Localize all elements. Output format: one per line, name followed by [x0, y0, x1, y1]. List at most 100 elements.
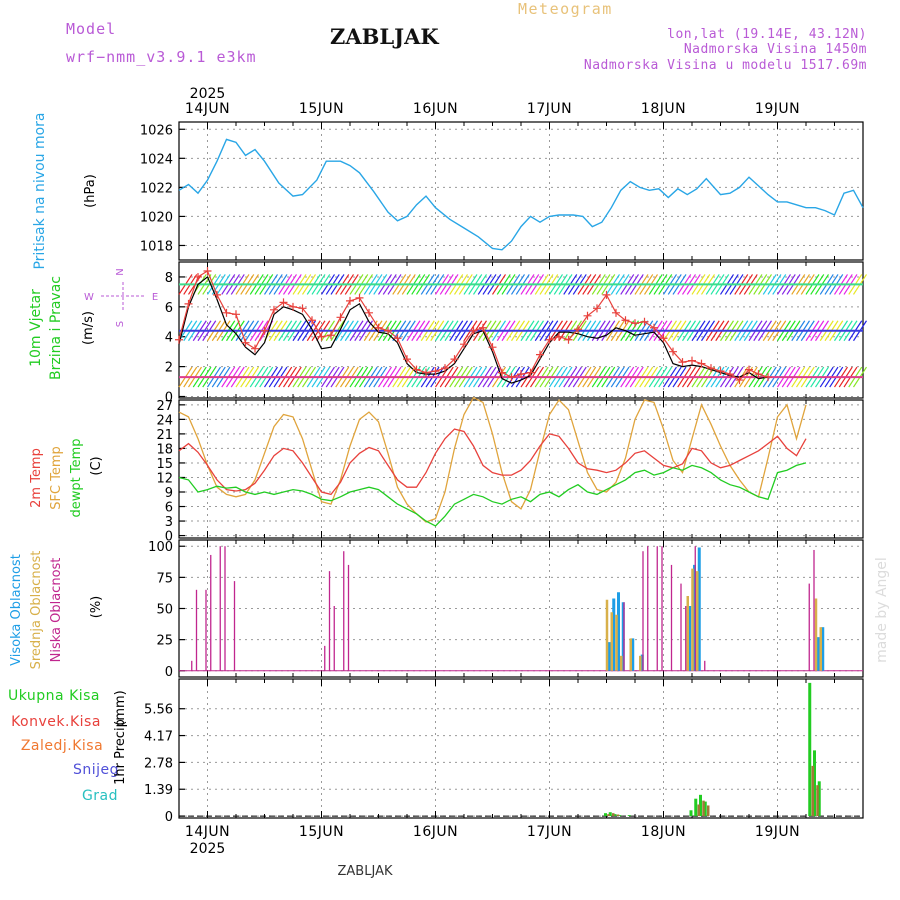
- y-tick-label: 6: [165, 501, 173, 516]
- day-label-top: 16JUN: [413, 101, 458, 117]
- wind-speed-marker: [298, 304, 307, 313]
- wind-speed-marker: [279, 298, 288, 307]
- y-tick-label: 6: [165, 301, 173, 316]
- wind-speed-marker: [640, 317, 649, 326]
- wind-speed-marker: [583, 311, 592, 320]
- day-label-top: 17JUN: [527, 101, 572, 117]
- compass-east: E: [152, 292, 158, 303]
- temp-unit: (C): [89, 456, 104, 475]
- precip-unit: (mm): [113, 690, 128, 725]
- wind-speed-marker: [498, 368, 506, 377]
- wind-speed-marker: [507, 373, 516, 382]
- wind-speed-marker: [270, 305, 278, 314]
- precip-legend-3: Snijeg: [73, 762, 119, 778]
- wind-speed-marker: [184, 299, 193, 308]
- y-tick-label: 25: [156, 634, 173, 649]
- y-tick-label: 21: [156, 428, 173, 443]
- wind-speed-marker: [745, 365, 753, 374]
- pressure-unit: (hPa): [83, 174, 98, 208]
- y-tick-label: 9: [165, 486, 173, 501]
- wind-ylabel-2: Brzina i Pravac: [48, 276, 64, 380]
- wind-speed-marker: [412, 365, 421, 374]
- wind-speed-marker: [450, 355, 459, 364]
- wind-speed-marker: [346, 296, 354, 305]
- panel-frame: [178, 678, 864, 819]
- wind-speed-marker: [574, 325, 582, 334]
- temp-ylabel-sfc: SFC Temp: [49, 446, 64, 510]
- footer-station: ZABLJAK: [338, 864, 393, 879]
- wind-speed-marker: [564, 335, 573, 344]
- day-label-top: 18JUN: [641, 101, 686, 117]
- model-elevation-label: Nadmorska Visina u modelu 1517.69m: [583, 58, 867, 73]
- wind-speed-marker: [697, 359, 706, 368]
- wind-speed-marker: [308, 316, 316, 325]
- model-name: wrf−nmm_v3.9.1 e3km: [66, 48, 257, 66]
- cloud-unit: (%): [89, 596, 104, 619]
- y-tick-label: 18: [156, 442, 173, 457]
- y-tick-label: 0: [165, 391, 173, 406]
- wind-speed-marker: [289, 302, 297, 311]
- wind-speed-marker: [232, 310, 240, 319]
- panel-frame: [178, 399, 864, 539]
- wind-speed-marker: [735, 376, 744, 385]
- wind-speed-marker: [327, 331, 335, 340]
- precip-ylabel: 1hr Precip: [113, 719, 128, 785]
- wind-speed-marker: [441, 364, 449, 373]
- year-label-top: 2025: [190, 86, 226, 102]
- wind-speed-marker: [526, 368, 535, 377]
- y-tick-label: 5.56: [144, 703, 173, 718]
- wind-speed-marker: [716, 367, 725, 376]
- precip-legend-1: Konvek.Kisa: [11, 714, 101, 730]
- wind-speed-marker: [460, 340, 468, 349]
- wind-speed-marker: [726, 370, 734, 379]
- panel-frame: [178, 121, 864, 261]
- wind-speed-marker: [764, 373, 772, 382]
- y-tick-label: 75: [156, 571, 173, 586]
- temp-ylabel-dewpt: dewpt Temp: [69, 438, 84, 517]
- y-tick-label: 15: [156, 457, 173, 472]
- day-label-bottom: 17JUN: [527, 824, 572, 840]
- wind-speed-marker: [707, 364, 715, 373]
- day-label-bottom: 19JUN: [755, 824, 800, 840]
- wind-speed-marker: [593, 304, 601, 313]
- y-tick-label: 1026: [140, 123, 173, 138]
- y-tick-label: 0: [165, 665, 173, 680]
- y-tick-label: 2: [165, 361, 173, 376]
- wind-speed-marker: [384, 326, 392, 335]
- y-tick-label: 4: [165, 331, 173, 346]
- wind-speed-marker: [555, 332, 563, 341]
- wind-speed-marker: [479, 323, 487, 332]
- y-tick-label: 1022: [140, 181, 173, 196]
- wind-speed-marker: [393, 334, 402, 343]
- y-tick-label: 3: [165, 515, 173, 530]
- wind-speed-marker: [536, 350, 544, 359]
- y-tick-label: 2.78: [144, 756, 173, 771]
- wind-speed-marker: [175, 335, 183, 344]
- elevation-label: Nadmorska Visina 1450m: [683, 42, 867, 57]
- wind-speed-marker: [403, 355, 411, 364]
- product-title: Meteogram: [518, 0, 613, 18]
- temp-2m-line: [178, 428, 807, 496]
- cloud-ylabel-mid: Srednja Oblacnost: [29, 551, 44, 670]
- cloud-ylabel-low: Niska Oblacnost: [49, 558, 64, 663]
- y-tick-label: 1024: [140, 152, 173, 167]
- day-label-top: 19JUN: [755, 101, 800, 117]
- wind-speed-marker: [374, 323, 383, 332]
- day-label-top: 14JUN: [185, 101, 230, 117]
- y-tick-label: 1.39: [144, 783, 173, 798]
- day-label-bottom: 18JUN: [641, 824, 686, 840]
- pressure-line: [178, 138, 864, 251]
- wind-speed-marker: [650, 323, 658, 332]
- wind-speed-marker: [469, 326, 478, 335]
- year-label-bottom: 2025: [190, 841, 226, 857]
- credit-label: made by Angel: [874, 557, 890, 663]
- wind-speed-marker: [222, 308, 231, 317]
- y-tick-label: 24: [156, 413, 173, 428]
- wind-speed-marker: [317, 332, 326, 341]
- y-tick-label: 100: [148, 540, 173, 555]
- wind-speed-marker: [517, 370, 525, 379]
- wind-speed-marker: [213, 290, 221, 299]
- y-tick-label: 0: [165, 530, 173, 545]
